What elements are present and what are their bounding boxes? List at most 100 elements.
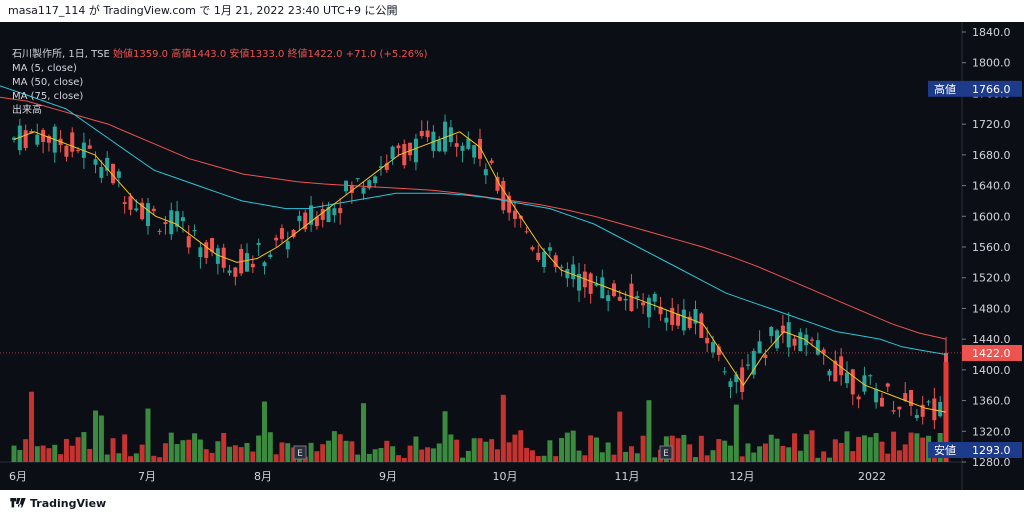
candle-body [262, 262, 267, 267]
volume-bar [821, 451, 827, 462]
volume-bar [168, 432, 174, 462]
volume-bar [320, 444, 326, 462]
candle-body [64, 145, 69, 157]
candle-body [646, 297, 651, 318]
volume-bar [273, 454, 279, 462]
candle-body [99, 166, 104, 178]
candle-body [664, 317, 669, 323]
candle-body [839, 356, 844, 376]
volume-bar [861, 435, 867, 462]
volume-bar [844, 431, 850, 462]
candle-body [757, 341, 762, 354]
chart-area[interactable]: 1840.01800.01760.01720.01680.01640.01600… [0, 22, 1024, 490]
candle-body [728, 381, 733, 388]
volume-bar [436, 443, 442, 462]
high-marker-label-bg [928, 80, 962, 97]
volume-bar [594, 437, 599, 462]
x-tick-label: 10月 [493, 470, 518, 483]
legend: 石川製作所, 1日, TSE 始値1359.0 高値1443.0 安値1333.… [12, 48, 428, 118]
candle-body [716, 346, 721, 355]
candle-body [722, 371, 727, 373]
candle-body [932, 398, 937, 421]
volume-bar [850, 451, 856, 462]
volume-bar [809, 430, 815, 462]
volume-bar [337, 434, 343, 462]
volume-bar [477, 438, 483, 462]
candle-body [326, 207, 331, 223]
volume-bar [762, 443, 768, 462]
candle-body [70, 132, 75, 152]
volume-bar [675, 438, 681, 462]
candle-body [699, 313, 704, 338]
candle-body [460, 145, 465, 151]
volume-bar [244, 442, 250, 462]
candlestick-chart[interactable]: 1840.01800.01760.01720.01680.01640.01600… [0, 22, 1024, 490]
volume-bar [174, 444, 180, 462]
y-tick-label: 1720.0 [972, 118, 1011, 131]
candle-body [868, 375, 873, 377]
candle-body [378, 166, 383, 168]
volume-bar [11, 445, 17, 462]
volume-bar [640, 435, 646, 462]
volume-bar [611, 454, 617, 462]
candle-body [681, 309, 686, 331]
candle-body [472, 145, 477, 158]
candle-body [35, 134, 40, 145]
y-tick-label: 1600.0 [972, 210, 1011, 223]
candle-body [145, 203, 150, 227]
ma50-line [0, 85, 947, 355]
volume-bar [471, 438, 477, 462]
candle-body [349, 184, 354, 193]
volume-bar [710, 450, 716, 462]
candle-body [623, 298, 628, 301]
volume-bar [494, 449, 500, 462]
candle-body [344, 180, 349, 192]
candle-body [134, 208, 139, 211]
candle-body [443, 121, 448, 152]
x-tick-label: 9月 [379, 470, 397, 483]
volume-bar [687, 444, 693, 462]
candle-body [122, 202, 127, 205]
volume-bar [238, 447, 244, 462]
volume-bar [698, 435, 704, 462]
high-marker-label: 高値 [934, 82, 956, 96]
volume-bar [867, 437, 873, 462]
candle-body [914, 414, 919, 418]
volume-bar [331, 431, 337, 462]
earnings-marker-label: E [297, 449, 303, 459]
legend-ma5[interactable]: MA (5, close) [12, 63, 77, 74]
candle-body [373, 176, 378, 184]
candle-body [419, 130, 424, 137]
candle-body [291, 229, 296, 237]
candle-body [745, 364, 750, 366]
volume-bar [384, 440, 390, 462]
volume-bar [75, 437, 81, 462]
volume-bar [745, 443, 751, 462]
candle-body [355, 178, 360, 180]
candle-body [874, 388, 879, 403]
candle-body [274, 237, 279, 241]
candle-body [478, 138, 482, 159]
volume-bar [58, 454, 64, 462]
volume-bar [28, 391, 34, 462]
legend-ma75[interactable]: MA (75, close) [12, 91, 84, 102]
volume-bar [727, 445, 733, 462]
candle-body [227, 270, 232, 273]
candle-body [256, 243, 261, 245]
volume-bar [261, 401, 267, 462]
volume-bar [209, 452, 215, 462]
volume-bar [902, 444, 908, 462]
volume-bar [419, 449, 425, 462]
candle-body [926, 401, 931, 403]
legend-ma50[interactable]: MA (50, close) [12, 77, 84, 88]
candle-body [46, 136, 51, 143]
volume-bar [815, 457, 821, 462]
candle-body [879, 397, 884, 407]
candle-body [402, 144, 407, 166]
footer: TradingView [0, 490, 1024, 518]
legend-volume[interactable]: 出来高 [12, 105, 42, 116]
y-tick-label: 1400.0 [972, 364, 1011, 377]
earnings-marker-label: E [663, 449, 669, 459]
candle-body [798, 332, 803, 352]
candle-body [413, 138, 418, 163]
